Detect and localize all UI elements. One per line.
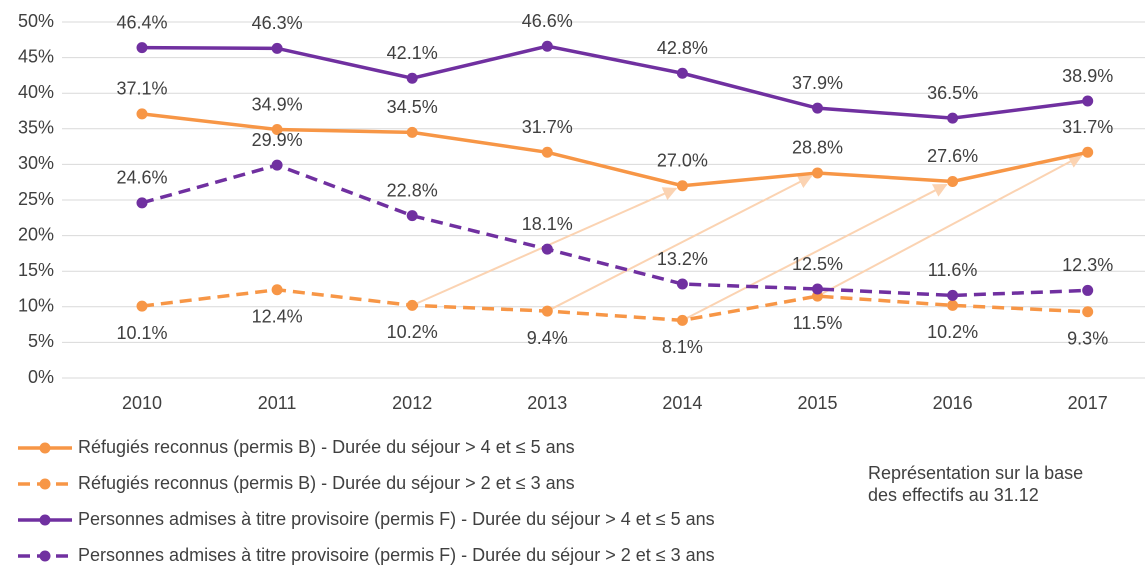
y-tick-label: 35% xyxy=(18,118,54,138)
legend-marker xyxy=(39,550,51,562)
point xyxy=(947,299,959,311)
x-tick-label: 2014 xyxy=(662,393,702,413)
point xyxy=(947,175,959,187)
y-tick-label: 20% xyxy=(18,224,54,244)
x-tick-label: 2010 xyxy=(122,393,162,413)
point xyxy=(676,278,688,290)
point xyxy=(271,124,283,136)
point xyxy=(136,300,148,312)
point xyxy=(676,180,688,192)
data-label: 34.9% xyxy=(252,94,303,114)
data-label: 12.3% xyxy=(1062,255,1113,275)
data-label: 8.1% xyxy=(662,337,703,357)
data-label: 27.0% xyxy=(657,151,708,171)
point xyxy=(271,42,283,54)
data-label: 10.2% xyxy=(387,322,438,342)
point xyxy=(541,305,553,317)
legend-label: Personnes admises à titre provisoire (pe… xyxy=(78,509,715,529)
x-tick-label: 2015 xyxy=(797,393,837,413)
point xyxy=(271,159,283,171)
point xyxy=(947,289,959,301)
data-label: 38.9% xyxy=(1062,66,1113,86)
data-label: 37.1% xyxy=(116,79,167,99)
legend-label: Réfugiés reconnus (permis B) - Durée du … xyxy=(78,437,575,457)
data-label: 36.5% xyxy=(927,83,978,103)
point xyxy=(812,102,823,114)
data-label: 29.9% xyxy=(252,130,303,150)
data-label: 9.4% xyxy=(527,328,568,348)
x-tick-label: 2017 xyxy=(1068,393,1108,413)
x-tick-label: 2013 xyxy=(527,393,567,413)
point xyxy=(541,40,553,52)
point xyxy=(406,210,418,222)
point xyxy=(136,197,148,209)
point xyxy=(136,42,148,54)
y-tick-label: 25% xyxy=(18,189,54,209)
x-tick-label: 2012 xyxy=(392,393,432,413)
series-line xyxy=(141,112,1089,188)
point xyxy=(1082,306,1094,318)
data-label: 24.6% xyxy=(116,168,167,188)
legend-marker xyxy=(39,514,51,526)
point xyxy=(406,299,418,311)
point xyxy=(136,108,148,120)
point xyxy=(676,67,688,79)
point xyxy=(947,112,959,124)
legend-label: Personnes admises à titre provisoire (pe… xyxy=(78,545,715,565)
data-label: 31.7% xyxy=(1062,117,1113,137)
point xyxy=(812,167,823,179)
y-tick-label: 0% xyxy=(28,367,54,387)
data-label: 46.6% xyxy=(522,11,573,31)
data-label: 9.3% xyxy=(1067,329,1108,349)
y-tick-label: 10% xyxy=(18,296,54,316)
data-label: 46.4% xyxy=(116,12,167,32)
y-tick-label: 5% xyxy=(28,331,54,351)
data-label: 37.9% xyxy=(792,73,843,93)
data-label: 11.6% xyxy=(928,260,978,280)
series-line xyxy=(141,287,1088,323)
data-label: 13.2% xyxy=(657,249,708,269)
y-tick-label: 50% xyxy=(18,11,54,31)
point xyxy=(676,314,688,326)
y-tick-label: 15% xyxy=(18,260,54,280)
arrow xyxy=(546,175,813,312)
point xyxy=(1082,95,1094,107)
point xyxy=(541,243,553,255)
x-tick-label: 2016 xyxy=(933,393,973,413)
data-label: 28.8% xyxy=(792,138,843,158)
data-label: 22.8% xyxy=(387,180,438,200)
series-line xyxy=(141,44,1088,120)
data-label: 42.1% xyxy=(387,43,438,63)
point xyxy=(541,146,553,158)
arrow xyxy=(817,154,1083,298)
point xyxy=(1082,146,1094,158)
legend-marker xyxy=(39,442,51,454)
point xyxy=(812,283,823,295)
data-label: 34.5% xyxy=(387,97,438,117)
data-label: 46.3% xyxy=(252,13,303,33)
legend-marker xyxy=(39,478,51,490)
y-tick-label: 30% xyxy=(18,153,54,173)
arrow xyxy=(681,183,948,322)
data-label: 18.1% xyxy=(522,214,573,234)
annotation: Représentation sur la base des effectifs… xyxy=(868,463,1084,505)
data-label: 10.1% xyxy=(116,323,167,343)
y-tick-label: 45% xyxy=(18,46,54,66)
data-label: 11.5% xyxy=(793,313,843,333)
data-label: 12.4% xyxy=(252,306,303,326)
y-tick-label: 40% xyxy=(18,82,54,102)
data-label: 42.8% xyxy=(657,38,708,58)
data-label: 31.7% xyxy=(522,117,573,137)
point xyxy=(406,126,418,138)
point xyxy=(271,284,283,296)
x-tick-label: 2011 xyxy=(258,393,297,413)
data-label: 27.6% xyxy=(927,146,978,166)
point xyxy=(1082,284,1094,296)
legend-label: Réfugiés reconnus (permis B) - Durée du … xyxy=(78,473,575,493)
point xyxy=(406,72,418,84)
data-label: 10.2% xyxy=(927,322,978,342)
data-label: 12.5% xyxy=(792,254,843,274)
